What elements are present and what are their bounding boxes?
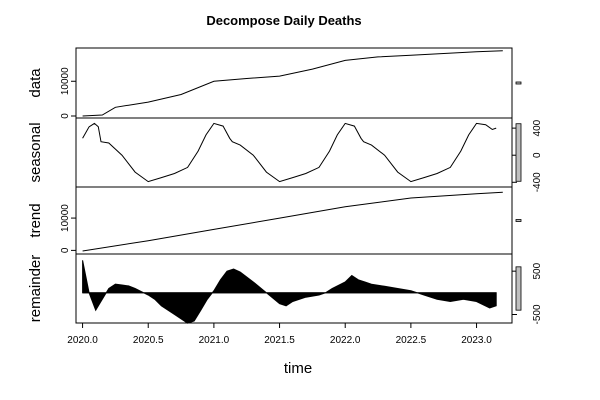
- x-tick-label: 2021.0: [199, 335, 230, 346]
- y-tick-label: 0: [60, 113, 71, 119]
- panel-label-trend: trend: [27, 203, 44, 237]
- series-seasonal: [82, 122, 497, 183]
- panel-frame: [75, 47, 513, 119]
- x-tick-label: 2022.0: [330, 335, 361, 346]
- x-tick-label: 2020.5: [133, 335, 164, 346]
- panel-remainder: 500 -500 remainder: [27, 253, 543, 325]
- panel-frame: [75, 186, 513, 255]
- panels: 0 10000 data 400 0 -400 seasonal 0 10000 trend 500…: [27, 47, 543, 325]
- y-tick-label: 10000: [60, 67, 71, 95]
- panel-data: 0 10000 data: [27, 47, 522, 119]
- panel-frame: [75, 253, 513, 324]
- y-tick-label: -400: [532, 172, 543, 192]
- x-axis-label: time: [284, 360, 312, 377]
- chart-title: Decompose Daily Deaths: [206, 13, 361, 28]
- range-bar: [515, 266, 522, 311]
- range-bar: [515, 219, 522, 222]
- x-tick-label: 2023.0: [461, 335, 492, 346]
- y-tick-label: 0: [60, 247, 71, 253]
- y-tick-label: 400: [532, 119, 543, 136]
- x-tick-label: 2020.0: [67, 335, 98, 346]
- panel-trend: 0 10000 trend: [27, 186, 522, 255]
- series-remainder: [82, 260, 497, 324]
- panel-label-seasonal: seasonal: [27, 122, 44, 182]
- x-tick-label: 2022.5: [396, 335, 427, 346]
- y-tick-label: 10000: [60, 204, 71, 232]
- range-bar: [515, 81, 522, 85]
- range-bar: [515, 123, 522, 182]
- series-trend: [82, 191, 503, 252]
- x-axis: 2020.0 2020.5 2021.0 2021.5 2022.0 2022.5 2023…: [67, 323, 492, 346]
- y-tick-label: 500: [532, 262, 543, 279]
- x-tick-label: 2021.5: [264, 335, 295, 346]
- series-data: [82, 50, 503, 117]
- y-tick-label: -500: [532, 304, 543, 324]
- panel-label-data: data: [27, 68, 44, 98]
- panel-label-remainder: remainder: [27, 255, 44, 323]
- panel-seasonal: 400 0 -400 seasonal: [27, 117, 543, 192]
- y-tick-label: 0: [532, 152, 543, 158]
